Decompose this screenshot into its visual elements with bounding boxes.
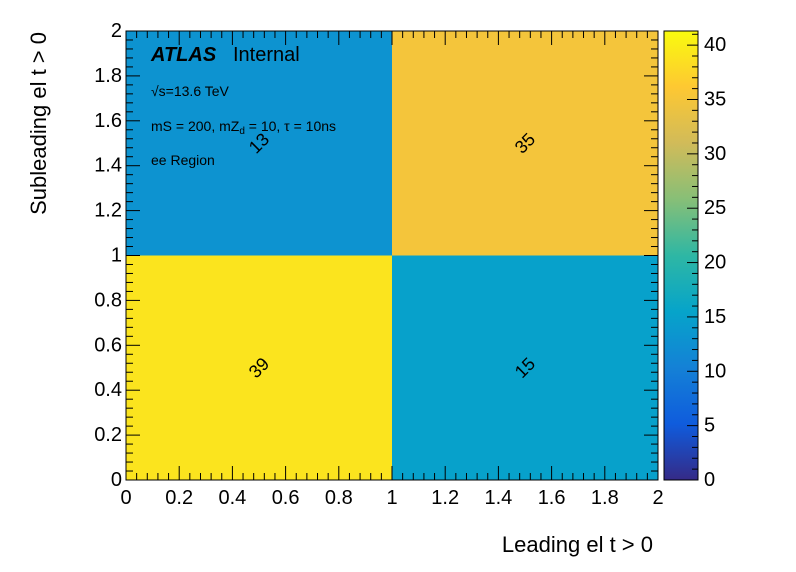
y-tick-label: 2 [111,20,122,42]
atlas-label: ATLAS Internal [150,44,300,66]
y-tick-label: 0.8 [94,289,122,311]
y-tick-label: 0 [111,469,122,491]
x-tick-label: 0 [120,487,131,509]
y-tick-label: 1.2 [94,200,122,222]
y-tick-label: 0.4 [94,379,122,401]
x-tick-label: 2 [652,487,663,509]
x-tick-label: 1.4 [484,487,512,509]
heatmap-cell [392,31,658,256]
y-axis: 0 0.2 0.4 0.6 0.8 1 1.2 1.4 1.6 1.8 2 [94,20,658,491]
heatmap-cell [126,31,392,256]
x-tick-label: 0.2 [165,487,193,509]
colorbar-tick-label: 20 [704,252,726,274]
region-label: ee Region [151,152,215,168]
x-tick-label: 1.6 [538,487,566,509]
x-tick-label: 1.8 [591,487,619,509]
colorbar-tick-label: 10 [704,360,726,382]
y-tick-label: 0.2 [94,424,122,446]
x-tick-label: 1 [386,487,397,509]
params-label: mS = 200, mZd = 10, τ = 10ns [151,118,336,137]
params-prefix: mS = 200, mZ [151,118,240,134]
params-subscript: d [239,126,245,137]
energy-label: √s=13.6 TeV [151,83,230,99]
colorbar-tick-label: 40 [704,34,726,56]
y-tick-label: 1.8 [94,65,122,87]
colorbar-tick-label: 5 [704,415,715,437]
params-suffix: = 10, τ = 10ns [245,118,336,134]
x-tick-label: 0.6 [272,487,300,509]
x-axis-label: Leading el t > 0 [502,532,653,557]
atlas-text: ATLAS [150,44,217,66]
y-axis-label: Subleading el t > 0 [26,32,51,215]
x-tick-label: 1.2 [431,487,459,509]
colorbar [663,30,699,481]
colorbar-tick-label: 25 [704,197,726,219]
x-axis: 0 0.2 0.4 0.6 0.8 1 1.2 1.4 1.6 1.8 2 [120,31,664,509]
y-tick-label: 1 [111,245,122,267]
colorbar-axis: 0 5 10 15 20 25 30 35 40 [687,33,726,491]
colorbar-tick-label: 0 [704,469,715,491]
heatmap-cells [126,31,658,480]
y-tick-label: 1.4 [94,155,122,177]
internal-text: Internal [233,44,300,66]
colorbar-tick-label: 30 [704,143,726,165]
y-tick-label: 1.6 [94,110,122,132]
y-tick-label: 0.6 [94,334,122,356]
heatmap-cell [392,255,658,480]
heatmap-cell [126,255,392,480]
colorbar-tick-label: 15 [704,306,726,328]
colorbar-tick-label: 35 [704,88,726,110]
x-tick-label: 0.8 [325,487,353,509]
x-tick-label: 0.4 [218,487,246,509]
